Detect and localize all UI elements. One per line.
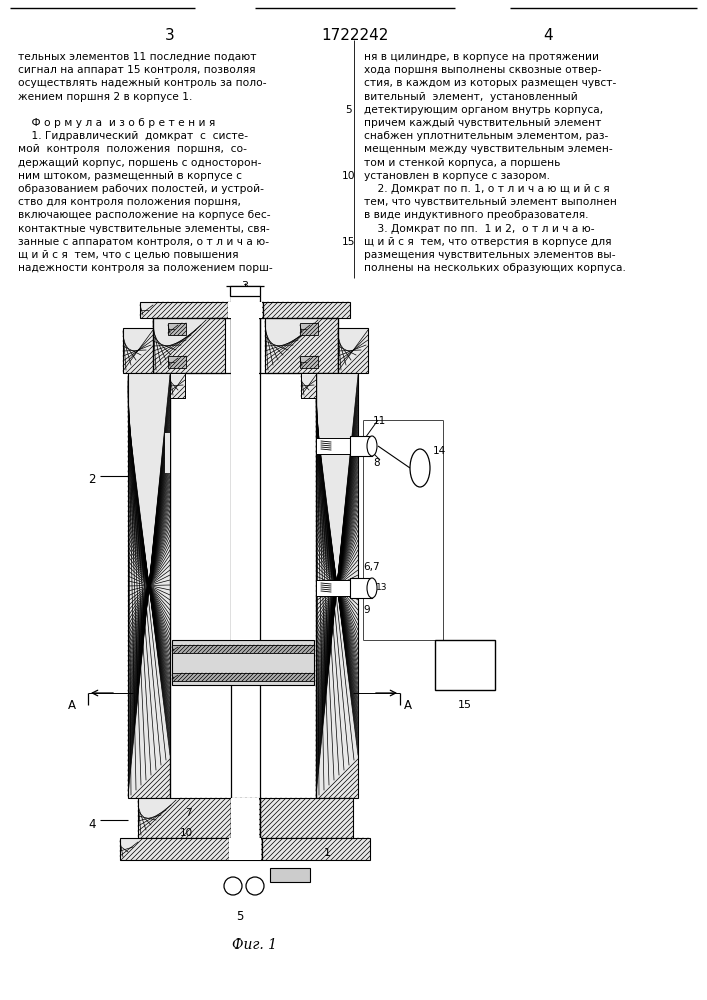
Text: 13: 13 xyxy=(376,583,387,592)
Text: размещения чувствительных элементов вы-: размещения чувствительных элементов вы- xyxy=(364,250,616,260)
Bar xyxy=(316,373,358,798)
Text: ство для контроля положения поршня,: ство для контроля положения поршня, xyxy=(18,197,241,207)
Bar xyxy=(168,323,186,335)
Bar xyxy=(120,838,370,860)
Text: надежности контроля за положением порш-: надежности контроля за положением порш- xyxy=(18,263,273,273)
Bar xyxy=(138,798,353,838)
Text: осуществлять надежный контроль за поло-: осуществлять надежный контроль за поло- xyxy=(18,78,267,88)
Text: 1: 1 xyxy=(324,848,331,858)
Text: 2: 2 xyxy=(88,473,95,486)
Bar xyxy=(228,302,262,318)
Text: тем, что чувствительный элемент выполнен: тем, что чувствительный элемент выполнен xyxy=(364,197,617,207)
Text: ня в цилиндре, в корпусе на протяжении: ня в цилиндре, в корпусе на протяжении xyxy=(364,52,599,62)
Bar xyxy=(170,373,185,398)
Bar xyxy=(172,673,314,681)
Text: 2. Домкрат по п. 1, о т л и ч а ю щ и й с я: 2. Домкрат по п. 1, о т л и ч а ю щ и й … xyxy=(364,184,609,194)
Text: 11: 11 xyxy=(360,583,371,592)
Bar xyxy=(300,323,318,335)
Text: А: А xyxy=(404,699,412,712)
Text: 4: 4 xyxy=(543,28,553,43)
Text: установлен в корпусе с зазором.: установлен в корпусе с зазором. xyxy=(364,171,550,181)
Text: мещенным между чувствительным элемен-: мещенным между чувствительным элемен- xyxy=(364,144,613,154)
Text: снабжен уплотнительным элементом, раз-: снабжен уплотнительным элементом, раз- xyxy=(364,131,609,141)
Text: сигнал на аппарат 15 контроля, позволяя: сигнал на аппарат 15 контроля, позволяя xyxy=(18,65,255,75)
Bar xyxy=(230,286,260,296)
Circle shape xyxy=(246,877,264,895)
Bar xyxy=(172,640,314,685)
Text: причем каждый чувствительный элемент: причем каждый чувствительный элемент xyxy=(364,118,602,128)
Bar xyxy=(172,645,314,653)
Bar xyxy=(128,373,170,798)
Text: стия, в каждом из которых размещен чувст-: стия, в каждом из которых размещен чувст… xyxy=(364,78,617,88)
Bar xyxy=(265,318,338,373)
Text: 7: 7 xyxy=(185,808,192,818)
Text: ним штоком, размещенный в корпусе с: ним штоком, размещенный в корпусе с xyxy=(18,171,242,181)
Text: держащий корпус, поршень с односторон-: держащий корпус, поршень с односторон- xyxy=(18,158,262,168)
Text: полнены на нескольких образующих корпуса.: полнены на нескольких образующих корпуса… xyxy=(364,263,626,273)
Bar xyxy=(270,868,310,882)
Text: 10: 10 xyxy=(342,171,356,181)
Text: хода поршня выполнены сквозные отвер-: хода поршня выполнены сквозные отвер- xyxy=(364,65,602,75)
Text: 4: 4 xyxy=(88,818,95,831)
Text: 10: 10 xyxy=(180,828,193,838)
Bar xyxy=(231,798,259,838)
Text: 8: 8 xyxy=(373,458,380,468)
Bar xyxy=(231,318,259,373)
Text: в виде индуктивного преобразователя.: в виде индуктивного преобразователя. xyxy=(364,210,588,220)
Bar xyxy=(350,436,372,456)
Bar xyxy=(301,373,316,398)
Text: 3: 3 xyxy=(165,28,175,43)
Text: Фиг. 1: Фиг. 1 xyxy=(233,938,278,952)
Text: детектирующим органом внутрь корпуса,: детектирующим органом внутрь корпуса, xyxy=(364,105,603,115)
Text: мой  контроля  положения  поршня,  со-: мой контроля положения поршня, со- xyxy=(18,144,247,154)
Text: щ и й с я  тем, что с целью повышения: щ и й с я тем, что с целью повышения xyxy=(18,250,238,260)
Text: 15: 15 xyxy=(458,700,472,710)
Text: образованием рабочих полостей, и устрой-: образованием рабочих полостей, и устрой- xyxy=(18,184,264,194)
Text: занные с аппаратом контроля, о т л и ч а ю-: занные с аппаратом контроля, о т л и ч а… xyxy=(18,237,269,247)
Bar xyxy=(338,328,368,373)
Bar xyxy=(153,318,225,373)
Bar xyxy=(316,438,358,454)
Text: включающее расположение на корпусе бес-: включающее расположение на корпусе бес- xyxy=(18,210,271,220)
Text: А: А xyxy=(68,699,76,712)
Text: 6,7: 6,7 xyxy=(363,562,380,572)
Text: щ и й с я  тем, что отверстия в корпусе для: щ и й с я тем, что отверстия в корпусе д… xyxy=(364,237,612,247)
Bar xyxy=(435,640,495,690)
Ellipse shape xyxy=(367,436,377,456)
Bar xyxy=(231,296,259,640)
Text: жением поршня 2 в корпусе 1.: жением поршня 2 в корпусе 1. xyxy=(18,92,192,102)
Bar xyxy=(300,356,318,368)
Bar xyxy=(316,580,358,596)
Text: 5: 5 xyxy=(236,910,244,923)
Bar xyxy=(170,373,185,398)
Text: 5: 5 xyxy=(346,105,352,115)
Bar xyxy=(165,433,170,473)
Bar xyxy=(123,328,153,373)
Bar xyxy=(140,302,350,318)
Text: 15: 15 xyxy=(342,237,356,247)
Text: 14: 14 xyxy=(433,446,446,456)
Text: контактные чувствительные элементы, свя-: контактные чувствительные элементы, свя- xyxy=(18,224,270,234)
Text: 11: 11 xyxy=(373,416,386,426)
Ellipse shape xyxy=(367,578,377,598)
Text: вительный  элемент,  установленный: вительный элемент, установленный xyxy=(364,92,578,102)
Text: тельных элементов 11 последние подают: тельных элементов 11 последние подают xyxy=(18,52,257,62)
Bar xyxy=(350,578,372,598)
Ellipse shape xyxy=(410,449,430,487)
Text: том и стенкой корпуса, а поршень: том и стенкой корпуса, а поршень xyxy=(364,158,561,168)
Text: 9: 9 xyxy=(363,605,370,615)
Text: 1. Гидравлический  домкрат  с  систе-: 1. Гидравлический домкрат с систе- xyxy=(18,131,248,141)
Circle shape xyxy=(224,877,242,895)
Text: Ф о р м у л а  и з о б р е т е н и я: Ф о р м у л а и з о б р е т е н и я xyxy=(18,118,215,128)
Bar xyxy=(229,838,261,860)
Text: 3. Домкрат по пп.  1 и 2,  о т л и ч а ю-: 3. Домкрат по пп. 1 и 2, о т л и ч а ю- xyxy=(364,224,595,234)
Bar xyxy=(168,356,186,368)
Text: 3: 3 xyxy=(242,281,248,291)
Text: 1722242: 1722242 xyxy=(321,28,389,43)
Bar xyxy=(301,373,316,398)
